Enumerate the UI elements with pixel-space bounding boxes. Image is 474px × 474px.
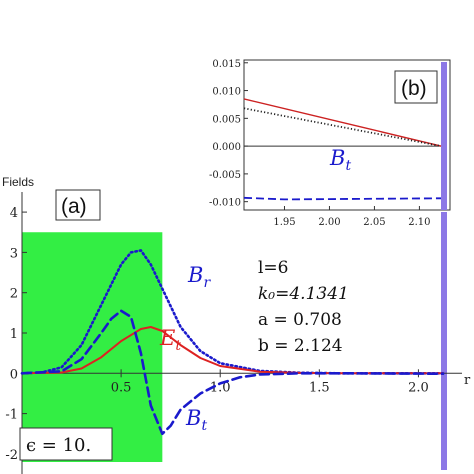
x-tick-label: 1.0 [210, 380, 231, 395]
curve-label-br: Br [187, 263, 211, 291]
y-axis-label: Fields [2, 175, 34, 189]
inset-panel-b: (b) 1.95 2.00 2.05 2.10 0.015 0.010 0.005 0.000… [209, 59, 451, 228]
y-tick-label: -2 [5, 448, 18, 463]
main-panel-label: (a) [61, 195, 87, 218]
y-tick-label: -1 [5, 408, 18, 423]
param-a: a = 0.708 [258, 310, 342, 330]
inset-curves [243, 98, 442, 201]
y-tick-label: 1 [10, 327, 18, 342]
inset-y-tick-label: -0.010 [209, 198, 241, 209]
inset-boundary-bar [441, 62, 447, 210]
inset-x-tick-label: 2.00 [318, 217, 340, 228]
main-ticks: 0.5 1.0 1.5 2.0 -2 -1 0 1 2 3 4 [5, 206, 428, 463]
inset-series-e-t [243, 98, 442, 147]
inset-series-b-r [243, 107, 442, 147]
curve-label-bt: Bt [185, 406, 207, 434]
inset-y-tick-label: 0.015 [212, 59, 241, 70]
y-tick-label: 0 [10, 367, 18, 382]
inset-y-tick-label: -0.005 [209, 170, 241, 181]
inset-ticks: 1.95 2.00 2.05 2.10 0.015 0.010 0.005 0.000 -0.0… [209, 59, 441, 228]
inset-y-tick-label: 0.005 [212, 114, 241, 125]
inset-label-box [394, 70, 438, 104]
inset-panel-label: (b) [401, 77, 427, 100]
param-k0: k₀=4.1341 [258, 284, 349, 304]
inset-x-tick-label: 2.05 [363, 217, 385, 228]
inset-y-tick-label: 0.000 [212, 142, 241, 153]
region-label-box [19, 427, 113, 461]
x-axis-label: r [464, 373, 471, 388]
series-b-t [20, 309, 445, 436]
inset-x-tick-label: 1.95 [273, 217, 295, 228]
main-label-box [55, 189, 101, 221]
y-tick-label: 3 [10, 246, 18, 261]
inset-series-b-t [243, 196, 442, 201]
inset-curve-label-bt: Bt [329, 146, 351, 174]
main-panel-a: 0.5 1.0 1.5 2.0 -2 -1 0 1 2 3 4 Fields r (a) ϵ = 1… [2, 175, 471, 474]
x-tick-label: 0.5 [111, 380, 132, 395]
y-tick-label: 2 [10, 287, 18, 302]
main-curves [20, 249, 445, 436]
x-tick-label: 2.0 [408, 380, 429, 395]
param-b: b = 2.124 [258, 336, 343, 356]
curve-label-et: Et [159, 326, 181, 354]
region-label: ϵ = 10. [26, 435, 91, 456]
series-e-t [21, 326, 444, 375]
inset-x-tick-label: 2.10 [408, 217, 430, 228]
param-l: l=6 [258, 258, 289, 278]
x-tick-label: 1.5 [309, 380, 330, 395]
main-boundary-bar [441, 212, 447, 470]
inset-y-tick-label: 0.010 [212, 87, 241, 98]
y-tick-label: 4 [10, 206, 18, 221]
